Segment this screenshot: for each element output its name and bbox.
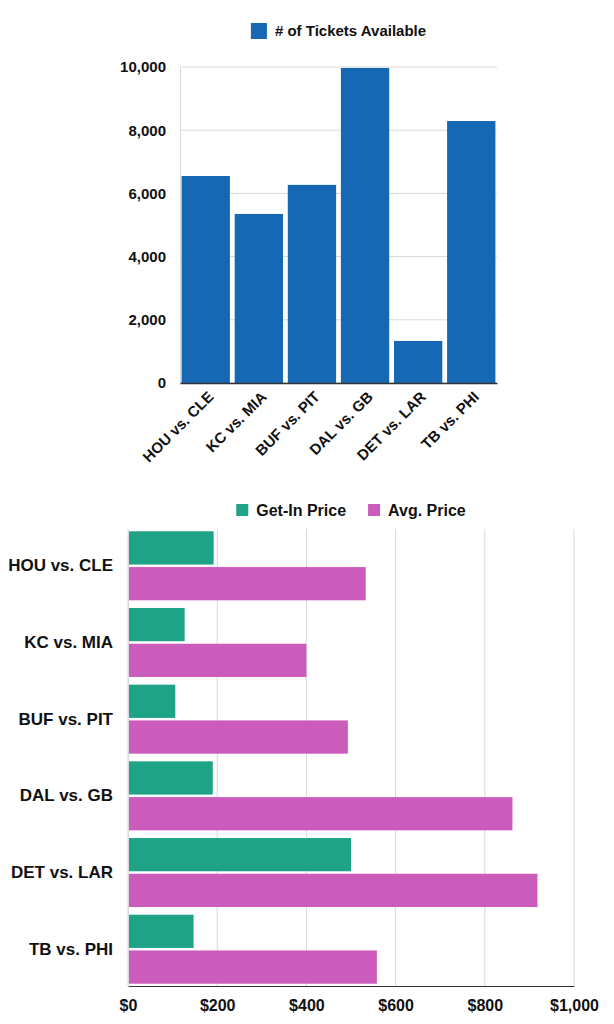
grid <box>128 529 574 986</box>
legend-item: Get-In Price <box>236 502 346 519</box>
tick-label: $1,000 <box>550 997 599 1014</box>
bar <box>128 685 175 718</box>
grid <box>180 67 497 383</box>
tick: $600 <box>378 986 414 1014</box>
tick-label: 2,000 <box>128 311 166 328</box>
chart-1: $0 $200 $400 $600 $800 $1,000 HOU vs. CLE KC vs… <box>8 502 599 1015</box>
tick: TB vs. PHI <box>29 940 113 959</box>
bar <box>128 874 537 907</box>
tick: 2,000 <box>128 311 180 328</box>
tick: $200 <box>200 986 236 1014</box>
tick-label: 10,000 <box>120 58 166 75</box>
legend-swatch <box>368 504 380 516</box>
legend-label: Avg. Price <box>388 502 466 519</box>
bar <box>341 68 389 383</box>
legend-swatch <box>236 504 248 516</box>
bar <box>128 797 512 830</box>
legend-item: Avg. Price <box>368 502 466 519</box>
category-label: KC vs. MIA <box>24 633 113 652</box>
bar <box>128 608 185 641</box>
bars <box>182 68 496 383</box>
tick-label: 0 <box>158 374 166 391</box>
bar <box>182 176 230 383</box>
legend: # of Tickets Available <box>251 22 426 39</box>
chart-canvas: 02,0004,0006,0008,00010,000HOU vs. CLEKC… <box>0 0 614 1024</box>
tick: $800 <box>468 986 504 1014</box>
bar <box>128 531 214 564</box>
bar <box>128 950 377 983</box>
tick: DET vs. LAR <box>353 388 429 464</box>
tick: BUF vs. PIT <box>19 710 114 729</box>
tick-label: $200 <box>200 997 236 1014</box>
category-label: HOU vs. CLE <box>139 388 216 465</box>
tick: HOU vs. CLE <box>8 556 113 575</box>
tick: DAL vs. GB <box>20 786 113 805</box>
tick: 0 <box>158 374 180 391</box>
tick-label: $800 <box>468 997 504 1014</box>
bar <box>128 838 351 871</box>
grid-line <box>395 529 396 986</box>
value-axis: $0 $200 $400 $600 $800 $1,000 <box>120 986 599 1014</box>
category-label: BUF vs. PIT <box>19 710 114 729</box>
tick-label: 8,000 <box>128 122 166 139</box>
axis-line <box>180 68 181 384</box>
axis-line <box>181 383 498 385</box>
category-label: DET vs. LAR <box>353 388 429 464</box>
bar <box>128 720 348 753</box>
axis-line <box>129 986 575 987</box>
category-axis: HOU vs. CLEKC vs. MIABUF vs. PITDAL vs. … <box>139 384 497 466</box>
tick: 6,000 <box>128 185 180 202</box>
tick: $0 <box>120 986 138 1014</box>
tick: 4,000 <box>128 248 180 265</box>
bar <box>394 341 442 383</box>
bar <box>447 121 495 383</box>
tick-label: $400 <box>289 997 325 1014</box>
category-label: DAL vs. GB <box>20 786 113 805</box>
category-label: DET vs. LAR <box>11 863 113 882</box>
bar <box>128 761 213 794</box>
chart-0: 0 2,000 4,000 6,000 8,000 10,000 HOU vs. CLEKC… <box>120 22 497 465</box>
tick: TB vs. PHI <box>418 388 482 452</box>
grid-line <box>180 67 497 68</box>
grid-line <box>484 529 485 986</box>
bar <box>128 915 194 948</box>
tick: 8,000 <box>128 122 180 139</box>
grid-line <box>574 529 575 986</box>
legend-swatch <box>251 23 267 39</box>
legend: Get-In Price Avg. Price <box>236 502 466 519</box>
tick: 10,000 <box>120 58 180 75</box>
legend-item: # of Tickets Available <box>251 22 426 39</box>
bars <box>128 531 537 983</box>
legend-label: Get-In Price <box>256 502 346 519</box>
legend-label: # of Tickets Available <box>275 22 426 39</box>
category-axis: HOU vs. CLE KC vs. MIA BUF vs. PIT DAL vs. … <box>8 530 128 987</box>
tick-label: 4,000 <box>128 248 166 265</box>
bar <box>288 185 336 383</box>
tick: HOU vs. CLE <box>139 388 216 465</box>
category-label: TB vs. PHI <box>29 940 113 959</box>
tick: DET vs. LAR <box>11 863 113 882</box>
bar <box>128 644 306 677</box>
tick-label: $0 <box>120 997 138 1014</box>
bar <box>128 567 366 600</box>
axis-line <box>128 530 129 987</box>
tick-label: 6,000 <box>128 185 166 202</box>
category-label: TB vs. PHI <box>418 388 482 452</box>
grid-line <box>128 529 129 986</box>
tick: $400 <box>289 986 325 1014</box>
tick: KC vs. MIA <box>24 633 113 652</box>
tick: $1,000 <box>550 986 599 1014</box>
bar <box>235 214 283 383</box>
value-axis: 0 2,000 4,000 6,000 8,000 10,000 <box>120 58 180 391</box>
tick-label: $600 <box>378 997 414 1014</box>
category-label: HOU vs. CLE <box>8 556 113 575</box>
